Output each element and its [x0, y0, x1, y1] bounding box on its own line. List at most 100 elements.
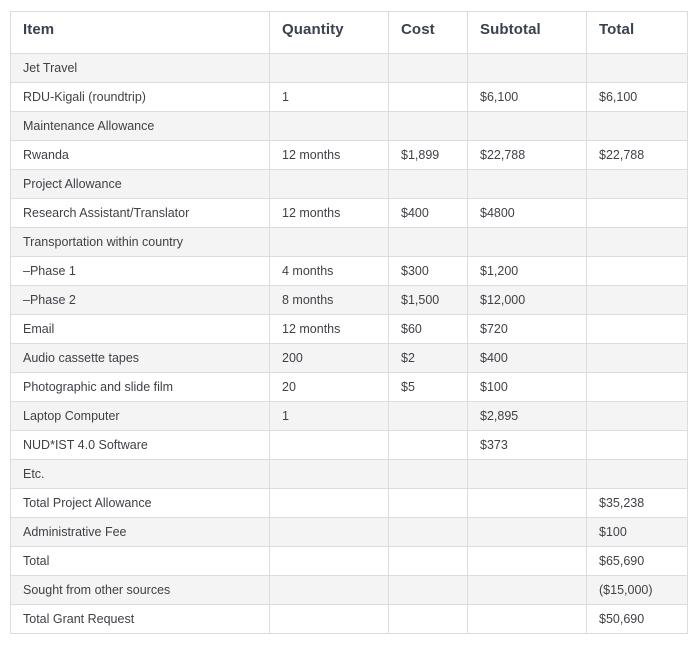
- column-header-subtotal: Subtotal: [467, 11, 587, 54]
- table-row: Laptop Computer 1 $2,895: [10, 401, 688, 431]
- item-cell: Project Allowance: [10, 169, 270, 199]
- budget-table-body: Jet Travel RDU-Kigali (roundtrip) 1 $6,1…: [10, 53, 688, 634]
- quantity-cell: [269, 488, 389, 518]
- item-cell: Audio cassette tapes: [10, 343, 270, 373]
- subtotal-cell: [467, 111, 587, 141]
- cost-cell: [388, 517, 468, 547]
- total-cell: [586, 227, 688, 257]
- quantity-cell: [269, 459, 389, 489]
- table-row: RDU-Kigali (roundtrip) 1 $6,100 $6,100: [10, 82, 688, 112]
- total-cell: [586, 285, 688, 315]
- total-cell: [586, 372, 688, 402]
- item-cell: Etc.: [10, 459, 270, 489]
- table-row: Research Assistant/Translator 12 months …: [10, 198, 688, 228]
- budget-table: Item Quantity Cost Subtotal Total Jet Tr…: [10, 11, 688, 634]
- total-cell: $35,238: [586, 488, 688, 518]
- table-row: –Phase 1 4 months $300 $1,200: [10, 256, 688, 286]
- quantity-cell: [269, 575, 389, 605]
- total-cell: [586, 256, 688, 286]
- subtotal-cell: $1,200: [467, 256, 587, 286]
- cost-cell: $1,899: [388, 140, 468, 170]
- total-cell: [586, 198, 688, 228]
- quantity-cell: [269, 546, 389, 576]
- quantity-cell: [269, 604, 389, 634]
- quantity-cell: [269, 517, 389, 547]
- item-cell: Email: [10, 314, 270, 344]
- total-cell: [586, 314, 688, 344]
- cost-cell: [388, 459, 468, 489]
- subtotal-cell: [467, 488, 587, 518]
- item-cell: RDU-Kigali (roundtrip): [10, 82, 270, 112]
- column-header-cost: Cost: [388, 11, 468, 54]
- cost-cell: [388, 575, 468, 605]
- table-row: Administrative Fee $100: [10, 517, 688, 547]
- table-row: Sought from other sources ($15,000): [10, 575, 688, 605]
- table-row: Total $65,690: [10, 546, 688, 576]
- item-cell: Rwanda: [10, 140, 270, 170]
- subtotal-cell: $373: [467, 430, 587, 460]
- item-cell: Photographic and slide film: [10, 372, 270, 402]
- item-cell: Total Project Allowance: [10, 488, 270, 518]
- subtotal-cell: [467, 575, 587, 605]
- total-cell: [586, 343, 688, 373]
- quantity-cell: [269, 430, 389, 460]
- header-row: Item Quantity Cost Subtotal Total: [10, 11, 688, 54]
- quantity-cell: 1: [269, 401, 389, 431]
- total-cell: [586, 459, 688, 489]
- cost-cell: $300: [388, 256, 468, 286]
- total-cell: [586, 53, 688, 83]
- quantity-cell: 12 months: [269, 314, 389, 344]
- quantity-cell: 4 months: [269, 256, 389, 286]
- subtotal-cell: [467, 604, 587, 634]
- subtotal-cell: [467, 546, 587, 576]
- item-cell: Total: [10, 546, 270, 576]
- total-cell: [586, 430, 688, 460]
- subtotal-cell: $6,100: [467, 82, 587, 112]
- cost-cell: $60: [388, 314, 468, 344]
- cost-cell: [388, 169, 468, 199]
- subtotal-cell: [467, 517, 587, 547]
- cost-cell: [388, 227, 468, 257]
- cost-cell: [388, 430, 468, 460]
- item-cell: NUD*IST 4.0 Software: [10, 430, 270, 460]
- quantity-cell: 8 months: [269, 285, 389, 315]
- item-cell: Maintenance Allowance: [10, 111, 270, 141]
- subtotal-cell: [467, 459, 587, 489]
- cost-cell: [388, 604, 468, 634]
- quantity-cell: [269, 227, 389, 257]
- table-row: Transportation within country: [10, 227, 688, 257]
- column-header-item: Item: [10, 11, 270, 54]
- table-row: Photographic and slide film 20 $5 $100: [10, 372, 688, 402]
- quantity-cell: 200: [269, 343, 389, 373]
- total-cell: [586, 401, 688, 431]
- item-cell: Administrative Fee: [10, 517, 270, 547]
- table-row: Total Project Allowance $35,238: [10, 488, 688, 518]
- cost-cell: [388, 546, 468, 576]
- subtotal-cell: $22,788: [467, 140, 587, 170]
- subtotal-cell: [467, 227, 587, 257]
- cost-cell: [388, 82, 468, 112]
- table-row: NUD*IST 4.0 Software $373: [10, 430, 688, 460]
- total-cell: [586, 169, 688, 199]
- item-cell: Total Grant Request: [10, 604, 270, 634]
- total-cell: ($15,000): [586, 575, 688, 605]
- cost-cell: [388, 488, 468, 518]
- table-row: Rwanda 12 months $1,899 $22,788 $22,788: [10, 140, 688, 170]
- item-cell: –Phase 1: [10, 256, 270, 286]
- total-cell: [586, 111, 688, 141]
- quantity-cell: 1: [269, 82, 389, 112]
- quantity-cell: [269, 169, 389, 199]
- item-cell: Research Assistant/Translator: [10, 198, 270, 228]
- item-cell: Sought from other sources: [10, 575, 270, 605]
- total-cell: $50,690: [586, 604, 688, 634]
- subtotal-cell: [467, 169, 587, 199]
- subtotal-cell: $400: [467, 343, 587, 373]
- total-cell: $6,100: [586, 82, 688, 112]
- total-cell: $100: [586, 517, 688, 547]
- quantity-cell: [269, 111, 389, 141]
- quantity-cell: [269, 53, 389, 83]
- item-cell: –Phase 2: [10, 285, 270, 315]
- total-cell: $22,788: [586, 140, 688, 170]
- quantity-cell: 12 months: [269, 140, 389, 170]
- column-header-quantity: Quantity: [269, 11, 389, 54]
